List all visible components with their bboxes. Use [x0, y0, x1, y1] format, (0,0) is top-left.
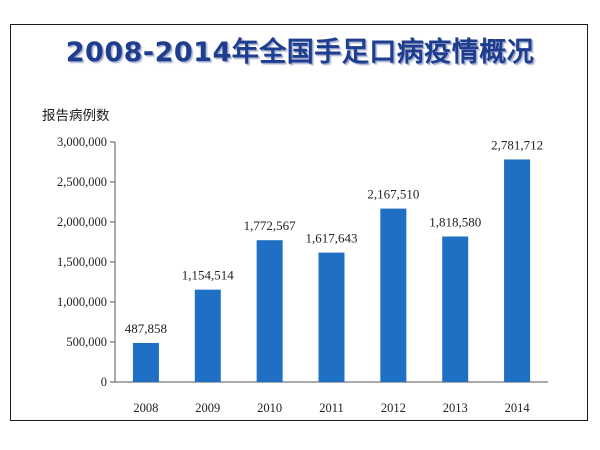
bar-2010	[256, 240, 283, 382]
data-label-2010: 1,772,567	[244, 218, 297, 233]
data-label-2014: 2,781,712	[491, 137, 543, 152]
x-ticks: 2008 2009 2010 2011 2012 2013 2014	[133, 401, 530, 415]
x-tick-label: 2008	[133, 401, 158, 415]
y-tick-label: 1,000,000	[57, 295, 107, 309]
y-ticks: 0 500,000 1,000,000 1,500,000 2,000,000 2,500…	[57, 135, 115, 389]
data-labels: 487,858 1,154,514 1,772,567 1,617,643 2,167,…	[125, 137, 543, 336]
chart-frame	[10, 24, 588, 421]
bar-2014	[504, 159, 531, 382]
data-label-2013: 1,818,580	[429, 215, 481, 230]
y-tick-label: 500,000	[66, 335, 107, 349]
bar-2012	[380, 208, 407, 382]
y-axis-label: 报告病例数	[42, 108, 110, 124]
data-label-2012: 2,167,510	[367, 187, 419, 202]
chart-title: 2008-2014年全国手足口病疫情概况	[65, 37, 535, 68]
data-label-2011: 1,617,643	[306, 231, 358, 246]
data-label-2009: 1,154,514	[182, 268, 235, 283]
bar-2009	[194, 289, 221, 382]
data-label-2008: 487,858	[125, 321, 167, 336]
x-tick-label: 2010	[257, 401, 282, 415]
bar-2011	[318, 252, 345, 382]
y-tick-label: 2,000,000	[57, 215, 107, 229]
bar-2013	[442, 236, 469, 382]
y-tick-label: 0	[101, 375, 107, 389]
x-tick-label: 2013	[443, 401, 468, 415]
y-tick-label: 1,500,000	[57, 255, 107, 269]
x-tick-label: 2012	[381, 401, 406, 415]
y-tick-label: 2,500,000	[57, 175, 107, 189]
y-tick-label: 3,000,000	[57, 135, 107, 149]
bar-2008	[132, 342, 159, 382]
x-tick-label: 2009	[195, 401, 220, 415]
x-tick-label: 2014	[505, 401, 531, 415]
x-tick-label: 2011	[319, 401, 344, 415]
bars	[132, 159, 531, 382]
